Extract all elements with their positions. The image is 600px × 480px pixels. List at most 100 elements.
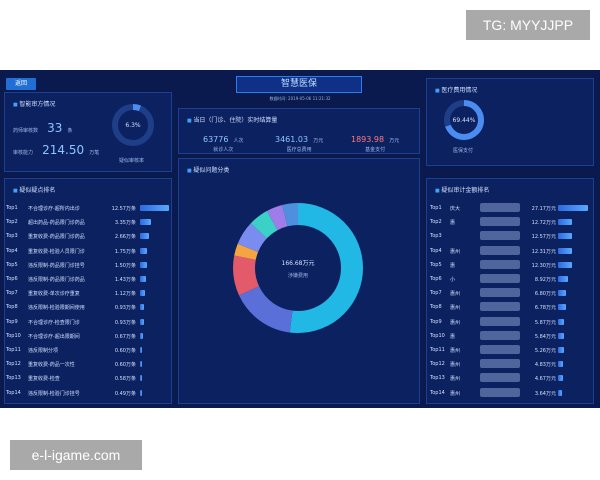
rank-value: 0.93万条 [114, 319, 136, 326]
rank-number: Top2 [430, 219, 442, 226]
audit-amount-unit: 万笔 [89, 150, 100, 156]
rank-number: Top9 [6, 318, 18, 325]
rank-value: 6.78万元 [534, 305, 556, 312]
left-rank-row[interactable]: Top3 重复收费-药品限门诊药品 2.66万条 [6, 230, 166, 243]
redacted-name [480, 245, 520, 255]
rank-name: 惠州 [450, 319, 461, 326]
rank-number: Top8 [430, 304, 442, 311]
rank-value: 12.57万条 [111, 206, 136, 212]
right-rank-row[interactable]: Top3 12.57万元 [430, 230, 590, 243]
rank-name: 违反限制-药品限门诊药品 [28, 277, 85, 283]
rank-name: 惠 [450, 220, 456, 227]
rank-bar [140, 347, 143, 353]
rank-value: 6.80万元 [534, 291, 556, 298]
rank-bar [140, 361, 143, 368]
settlement-visits-label: 就诊人次 [213, 147, 234, 153]
rank-name: 惠州 [450, 305, 461, 312]
settlement-fund-label: 基金支付 [365, 147, 386, 153]
rank-bar [558, 247, 572, 254]
left-rank-row[interactable]: Top13 重复收费-检查 0.58万条 [6, 372, 166, 385]
right-rank-row[interactable]: Top4 惠州 12.31万元 [430, 245, 590, 258]
right-rank-row[interactable]: Top7 惠州 6.80万元 [430, 287, 590, 300]
rank-value: 4.83万元 [534, 362, 556, 369]
rank-number: Top13 [6, 375, 21, 382]
donut-center-label: 涉嫌费用 [288, 272, 308, 279]
right-rank-row[interactable]: Top14 惠州 3.64万元 [430, 387, 590, 400]
rank-number: Top14 [6, 389, 21, 396]
rank-value: 12.57万元 [531, 234, 556, 241]
audit-gauge-arc [112, 104, 154, 146]
right-rank-row[interactable]: Top11 惠州 5.26万元 [430, 344, 590, 357]
rank-name: 惠 [450, 333, 456, 340]
left-rank-row[interactable]: Top10 不合理诊疗-超出限期间 0.67万条 [6, 330, 166, 343]
right-rank-row[interactable]: Top9 惠州 5.87万元 [430, 316, 590, 329]
right-rank-row[interactable]: Top5 惠 12.30万元 [430, 259, 590, 272]
medical-cost-gauge-arc [444, 100, 484, 140]
rank-number: Top12 [6, 361, 21, 368]
right-rank-row[interactable]: Top1 庆大 27.17万元 [430, 202, 590, 215]
rank-name: 超出药品-药品限门诊药品 [28, 220, 85, 227]
rank-name: 不合理诊疗-超出限期间 [28, 333, 80, 340]
right-rank-row[interactable]: Top2 惠 12.72万元 [430, 216, 590, 229]
rank-value: 0.67万条 [114, 333, 136, 340]
redacted-name [480, 302, 520, 312]
rank-number: Top5 [6, 261, 18, 268]
left-rank-row[interactable]: Top4 重复收费-检验人员限门诊 1.75万条 [6, 245, 166, 258]
medical-cost-gauge-value: 69.44% [453, 117, 476, 124]
watermark-top: TG: MYYJJPP [466, 10, 590, 40]
rank-value: 0.60万条 [114, 362, 136, 369]
right-rank-row[interactable]: Top6 小 8.92万元 [430, 273, 590, 286]
right-rank-row[interactable]: Top13 惠州 4.67万元 [430, 372, 590, 385]
right-rank-row[interactable]: Top12 惠州 4.83万元 [430, 358, 590, 371]
left-rank-row[interactable]: Top7 重复收费-单次诊疗重复 1.12万条 [6, 287, 166, 300]
rank-number: Top11 [430, 347, 445, 353]
redacted-name [480, 359, 520, 369]
right-rank-row[interactable]: Top10 惠 5.84万元 [430, 330, 590, 343]
rank-value: 8.92万元 [534, 277, 556, 283]
rank-bar [558, 219, 573, 226]
left-rank-row[interactable]: Top1 不合理诊疗-超所内出诊 12.57万条 [6, 202, 169, 215]
rank-bar [558, 332, 565, 339]
left-rank-row[interactable]: Top9 不合理诊疗-检查限门诊 0.93万条 [6, 316, 166, 329]
audit-gauge: 6.3% [112, 104, 154, 146]
medical-cost-title: 医疗费用情况 [435, 85, 477, 94]
rank-bar [558, 361, 564, 368]
rank-bar [558, 304, 566, 311]
medical-cost-panel: 医疗费用情况 69.44% 医保支付 [426, 78, 594, 166]
left-rank-row[interactable]: Top11 违反限制分项 0.60万条 [6, 344, 166, 357]
left-rank-row[interactable]: Top5 违反限制-药品限门诊挂号 1.50万条 [6, 259, 166, 272]
right-rank-row[interactable]: Top8 惠州 6.78万元 [430, 301, 590, 314]
left-rank-row[interactable]: Top2 超出药品-药品限门诊药品 3.35万条 [6, 216, 166, 229]
rank-bar [558, 261, 572, 268]
audit-count: 33 [47, 121, 63, 135]
settlement-panel: 当日（门诊、住院）实时结算量 63776 人次 就诊人次 3461.03 万元 … [178, 108, 420, 154]
rank-value: 3.64万元 [534, 390, 556, 397]
rank-name: 不合理诊疗-检查限门诊 [28, 319, 80, 326]
left-rank-row[interactable]: Top6 违反限制-药品限门诊药品 1.43万条 [6, 273, 166, 286]
redacted-name [480, 259, 520, 269]
rank-bar [140, 375, 143, 382]
rank-bar [558, 318, 565, 325]
rank-name: 惠州 [450, 348, 461, 354]
rank-bar [140, 389, 142, 396]
rank-value: 1.43万条 [114, 277, 136, 283]
redacted-name [480, 330, 520, 340]
rank-bar [558, 233, 573, 240]
left-rank-row[interactable]: Top8 违反限制-检验限期间使用 0.93万条 [6, 301, 166, 314]
settlement-total: 3461.03 [275, 135, 309, 144]
rank-name: 重复收费-药品一次性 [28, 362, 75, 369]
left-rank-row[interactable]: Top14 违反限制-检验门诊挂号 0.49万条 [6, 387, 166, 400]
rank-bar [558, 389, 563, 396]
rank-number: Top8 [6, 304, 18, 311]
rank-number: Top11 [6, 347, 21, 353]
rank-number: Top10 [6, 332, 21, 339]
rank-name: 违反限制-药品限门诊挂号 [28, 262, 85, 269]
rank-bar [140, 261, 147, 268]
settlement-visits-unit: 人次 [233, 138, 244, 144]
rank-name: 重复收费-药品限门诊药品 [28, 234, 85, 241]
back-button[interactable]: 返回 [6, 78, 36, 90]
rank-number: Top2 [6, 219, 18, 226]
rank-bar [140, 332, 143, 339]
left-rank-row[interactable]: Top12 重复收费-药品一次性 0.60万条 [6, 358, 166, 371]
rank-name: 不合理诊疗-超所内出诊 [28, 206, 80, 212]
